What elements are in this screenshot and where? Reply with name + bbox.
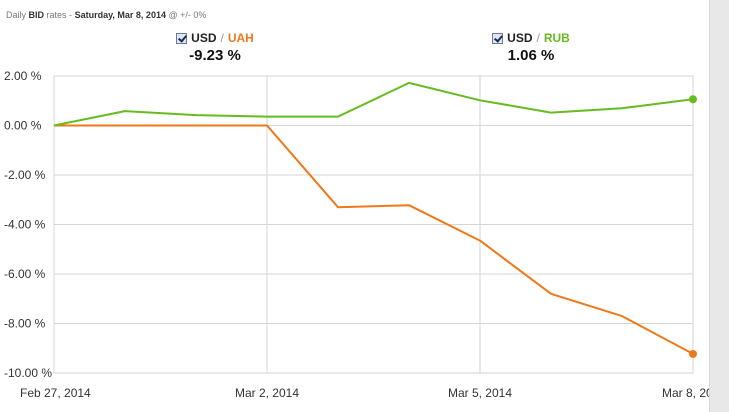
legend-base-currency: USD	[191, 31, 217, 45]
series-end-point	[689, 95, 697, 104]
legend-base-currency: USD	[507, 31, 533, 45]
vertical-scrollbar[interactable]	[709, 0, 729, 412]
header-prefix: Daily	[6, 10, 27, 20]
y-tick-label: 0.00 %	[4, 119, 42, 133]
y-tick-label: -2.00 %	[4, 168, 46, 182]
usd-uah-checkbox[interactable]	[176, 32, 188, 44]
legend-quote-currency: UAH	[227, 31, 254, 45]
header-bid: BID	[28, 10, 45, 20]
usd-rub-checkbox[interactable]	[492, 32, 504, 44]
y-tick-label: 2.00 %	[4, 69, 42, 83]
usd-rub-change: 1.06 %	[507, 47, 555, 64]
series-end-point	[689, 349, 697, 358]
y-tick-label: -4.00 %	[4, 218, 46, 232]
legend-slash: /	[220, 31, 224, 45]
y-tick-label: -6.00 %	[4, 267, 46, 281]
x-tick-label: Mar 2, 2014	[235, 386, 299, 400]
usd-uah-change: -9.23 %	[189, 47, 241, 64]
series-line-usd-uah	[54, 124, 694, 355]
header-suffix: @ +/- 0%	[168, 10, 207, 20]
legend-usd-uah[interactable]: USD / UAH -9.23 %	[150, 31, 280, 64]
x-tick-label: Feb 27, 2014	[20, 386, 91, 400]
line-chart: 2.00 % 0.00 % -2.00 % -4.00 % -6.00 % -8.00 %…	[4, 69, 709, 400]
legend-usd-rub[interactable]: USD / RUB 1.06 %	[466, 31, 596, 64]
header-date: Saturday, Mar 8, 2014	[74, 10, 166, 20]
y-tick-label: -10.00 %	[4, 366, 52, 380]
chart-header: Daily BID rates - Saturday, Mar 8, 2014 …	[6, 10, 206, 20]
legend-slash: /	[536, 31, 540, 45]
legend-quote-currency: RUB	[543, 31, 570, 45]
y-tick-label: -8.00 %	[4, 317, 46, 331]
header-rates: rates -	[46, 10, 73, 20]
x-tick-label: Mar 8, 2014	[662, 386, 709, 400]
x-tick-label: Mar 5, 2014	[448, 386, 512, 400]
series-line-usd-rub	[53, 81, 694, 127]
